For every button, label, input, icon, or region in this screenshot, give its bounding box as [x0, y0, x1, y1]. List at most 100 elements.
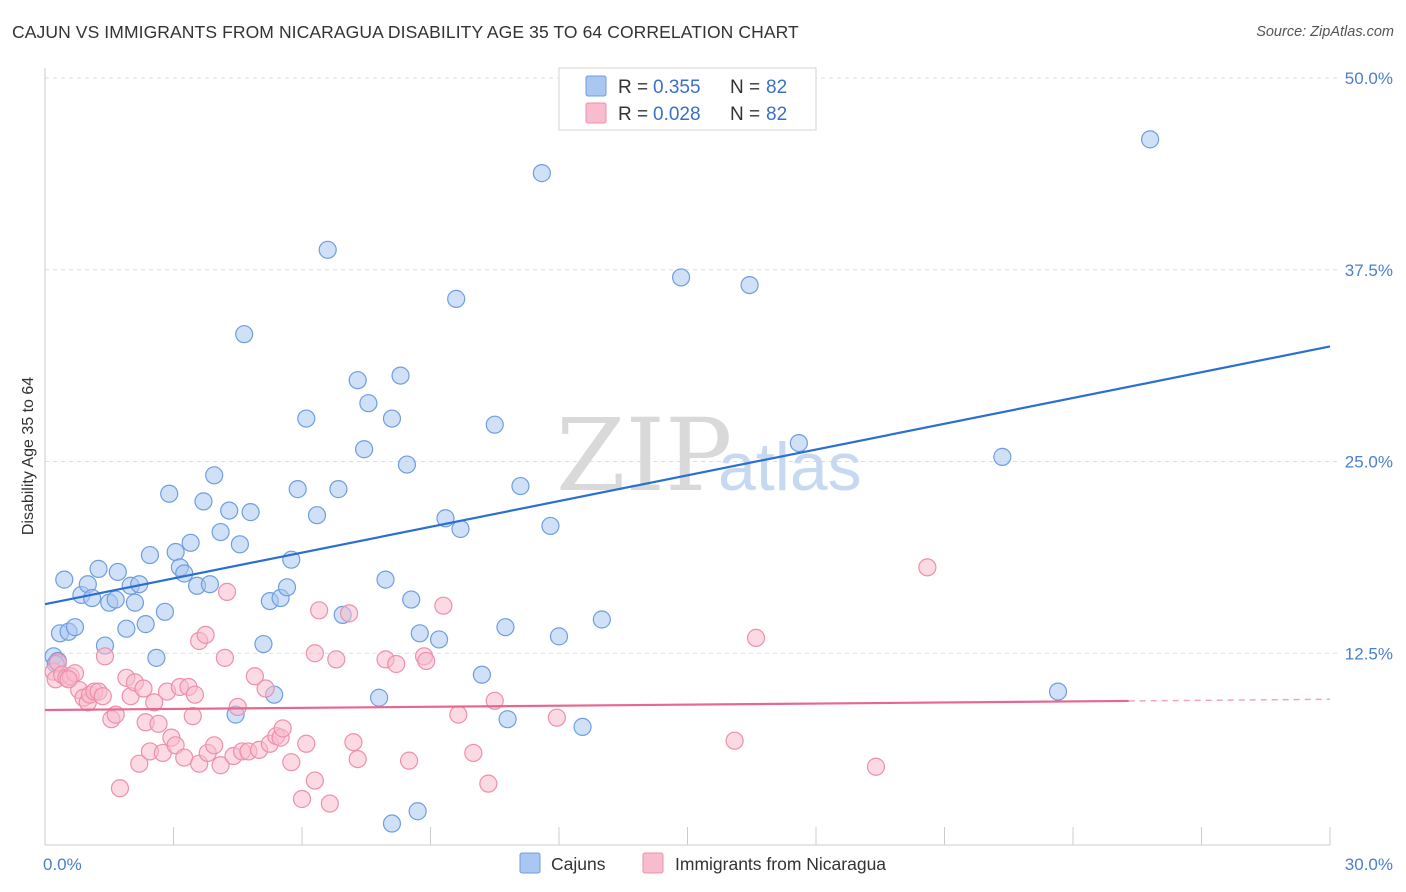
- cajun-point: [254, 634, 273, 654]
- nicaragua-point: [256, 679, 275, 698]
- cajun-trend-line: [44, 345, 1331, 606]
- nicaragua-point: [547, 708, 566, 727]
- legend-r-value-nicaragua: 0.028: [653, 104, 701, 125]
- cajun-point: [549, 627, 569, 646]
- cajun-point: [147, 648, 166, 667]
- cajun-point: [1048, 682, 1068, 701]
- nicaragua-point: [725, 731, 744, 750]
- cajun-point: [307, 506, 327, 525]
- nicaragua-point: [310, 601, 329, 620]
- cajun-point: [355, 440, 374, 459]
- nicaragua-point: [297, 734, 316, 753]
- cajun-point: [211, 522, 230, 542]
- legend-n-value-nicaragua: 82: [766, 104, 787, 125]
- legend-n-label-nicaragua: N =: [730, 104, 760, 125]
- nicaragua-point: [387, 654, 406, 674]
- nicaragua-point: [305, 644, 324, 663]
- nicaragua-point: [217, 582, 237, 601]
- points-layer: [44, 130, 1160, 833]
- series-legend: Cajuns Immigrants from Nicaragua: [519, 852, 886, 874]
- nicaragua-point: [340, 604, 359, 623]
- cajun-point: [359, 394, 378, 413]
- cajun-point: [106, 590, 125, 609]
- cajun-point: [511, 476, 530, 496]
- cajun-point: [671, 268, 691, 287]
- cajun-point: [166, 542, 185, 562]
- y-tick-label: 25.0%: [1345, 453, 1393, 472]
- cajun-point: [220, 501, 239, 520]
- cajun-point: [140, 545, 160, 565]
- nicaragua-point: [59, 670, 78, 689]
- nicaragua-point: [464, 743, 483, 763]
- cajun-point: [376, 570, 395, 589]
- cajun-point: [205, 466, 224, 485]
- cajun-point: [288, 480, 307, 499]
- cajun-point: [740, 275, 759, 295]
- trend-layer: [44, 345, 1331, 712]
- nicaragua-point: [196, 625, 215, 644]
- cajun-point: [160, 484, 179, 503]
- nicaragua-point: [344, 733, 363, 752]
- nicaragua-point: [399, 751, 419, 770]
- cajun-point: [993, 447, 1012, 466]
- nicaragua-trend-line: [44, 699, 1129, 712]
- nicaragua-point: [479, 774, 498, 793]
- legend-n-label-cajuns: N =: [730, 77, 760, 98]
- nicaragua-point: [145, 693, 164, 712]
- nicaragua-point: [292, 789, 312, 809]
- cajun-point: [83, 588, 102, 608]
- cajun-point: [108, 562, 127, 582]
- cajun-point: [496, 618, 515, 637]
- ticks-layer: 12.5% 25.0% 37.5% 50.0% 0.0% 30.0%: [43, 69, 1393, 874]
- cajun-point: [1140, 130, 1160, 149]
- cajun-point: [117, 619, 136, 638]
- y-axis-label: Disability Age 35 to 64: [20, 377, 37, 535]
- cajun-point: [789, 433, 808, 453]
- nicaragua-trend-extension: [1128, 698, 1331, 702]
- cajun-point: [297, 409, 316, 428]
- nicaragua-point: [746, 628, 766, 648]
- cajun-point: [498, 710, 517, 729]
- cajun-point: [235, 325, 254, 344]
- cajun-point: [370, 688, 389, 707]
- nicaragua-point: [228, 697, 247, 717]
- bottom-legend-label-cajuns: Cajuns: [551, 854, 606, 874]
- nicaragua-point: [866, 757, 886, 776]
- cajun-point: [241, 503, 260, 522]
- cajun-point: [397, 455, 417, 474]
- cajun-point: [230, 535, 249, 554]
- cajun-point: [89, 559, 108, 578]
- nicaragua-point: [185, 685, 205, 704]
- nicaragua-point: [149, 714, 168, 733]
- cajun-point: [391, 366, 410, 385]
- nicaragua-point: [110, 779, 130, 798]
- cajun-point: [329, 480, 348, 499]
- cajun-point: [382, 409, 402, 428]
- y-tick-label: 37.5%: [1345, 261, 1393, 280]
- x-tick-label-max: 30.0%: [1345, 855, 1393, 874]
- cajun-point: [125, 593, 145, 612]
- cajun-point: [592, 610, 611, 629]
- nicaragua-point: [305, 771, 324, 790]
- cajun-point: [55, 570, 74, 589]
- cajun-point: [410, 624, 429, 643]
- cajun-point: [136, 615, 155, 634]
- nicaragua-point: [205, 736, 224, 755]
- watermark: ZIP atlas: [556, 397, 862, 514]
- cajun-point: [541, 516, 560, 536]
- nicaragua-point: [282, 753, 301, 772]
- cajun-point: [485, 415, 504, 434]
- cajun-point: [472, 665, 491, 684]
- y-tick-label: 50.0%: [1345, 69, 1393, 88]
- x-tick-label-min: 0.0%: [43, 855, 82, 874]
- legend-swatch-nicaragua: [585, 102, 607, 124]
- cajun-point: [175, 564, 194, 583]
- nicaragua-point: [95, 647, 115, 666]
- nicaragua-point: [348, 749, 367, 769]
- legend-r-label-nicaragua: R =: [618, 104, 648, 125]
- y-tick-label: 12.5%: [1345, 644, 1393, 663]
- nicaragua-point: [93, 687, 112, 706]
- nicaragua-point: [320, 794, 339, 813]
- nicaragua-point: [918, 558, 937, 577]
